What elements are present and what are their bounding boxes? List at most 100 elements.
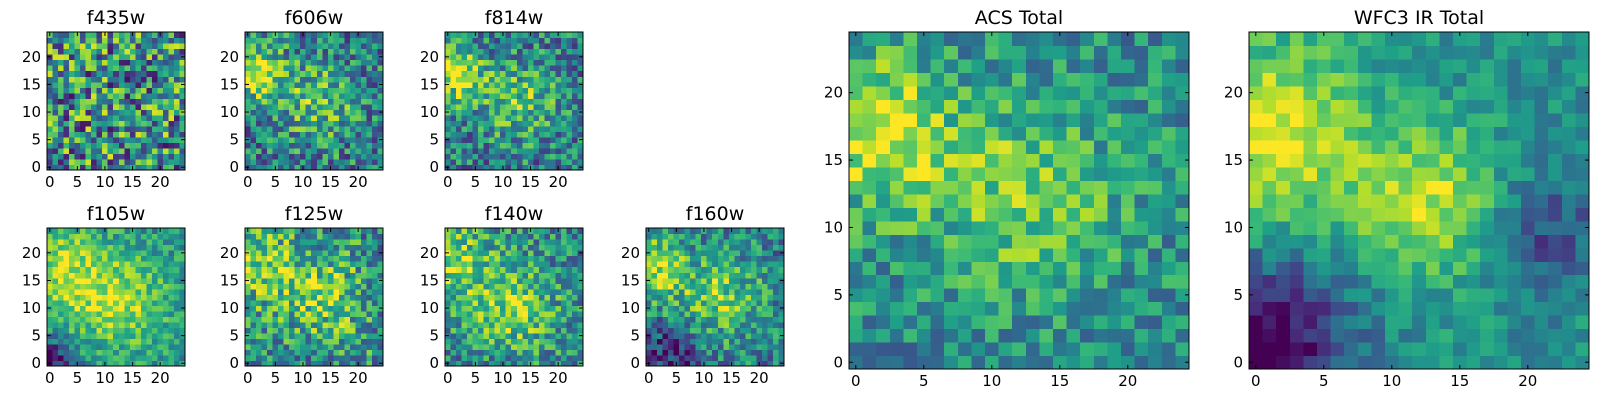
heatmap-cell — [146, 43, 153, 50]
heatmap-cell — [118, 109, 125, 116]
heatmap-cell — [96, 92, 103, 99]
heatmap-cell — [294, 54, 301, 61]
heatmap-cell — [679, 272, 686, 279]
heatmap-cell — [168, 54, 175, 61]
heatmap-cell — [91, 299, 98, 306]
heatmap-cell — [489, 142, 496, 149]
heatmap-cell — [673, 349, 680, 356]
heatmap-cell — [472, 310, 479, 317]
heatmap-cell — [140, 283, 147, 290]
heatmap-cell — [761, 354, 769, 362]
heatmap-cell — [85, 136, 92, 143]
heatmap-cell — [560, 228, 568, 235]
heatmap-cell — [483, 233, 490, 240]
heatmap-cell — [107, 288, 114, 295]
y-tick-label: 10 — [420, 103, 439, 121]
heatmap-cell — [135, 343, 142, 351]
heatmap-cell — [494, 310, 501, 317]
heatmap-cell — [52, 349, 59, 356]
heatmap-cell — [555, 321, 562, 328]
heatmap-cell — [58, 37, 65, 44]
heatmap-cell — [1080, 234, 1095, 249]
heatmap-cell — [876, 193, 891, 208]
heatmap-cell — [1012, 315, 1027, 330]
heatmap-cell — [1107, 274, 1122, 289]
heatmap-cell — [107, 354, 114, 362]
heatmap-cell — [577, 255, 584, 262]
heatmap-cell — [316, 92, 323, 99]
heatmap-cell — [151, 305, 158, 312]
heatmap-cell — [146, 332, 153, 339]
heatmap-cell — [305, 54, 312, 61]
heatmap-cell — [560, 332, 568, 339]
heatmap-cell — [91, 87, 98, 94]
heatmap-cell — [168, 142, 175, 149]
heatmap-cell — [450, 131, 457, 138]
heatmap-cell — [734, 233, 741, 240]
heatmap-cell — [140, 360, 147, 367]
heatmap-cell — [113, 92, 120, 99]
heatmap-cell — [549, 54, 556, 61]
heatmap-cell — [483, 277, 490, 284]
heatmap-cell — [549, 158, 556, 166]
heatmap-cell — [135, 98, 142, 105]
x-tick-label: 15 — [123, 173, 142, 191]
heatmap-cell — [344, 147, 351, 155]
heatmap-cell — [456, 153, 463, 160]
heatmap-cell — [107, 305, 114, 312]
heatmap-cell — [377, 153, 384, 160]
heatmap-cell — [344, 43, 351, 50]
heatmap-cell — [461, 142, 468, 149]
heatmap-cell — [355, 272, 362, 279]
heatmap-cell — [91, 266, 98, 273]
heatmap-cell — [85, 327, 92, 334]
heatmap-cell — [734, 244, 741, 251]
heatmap-cell — [162, 310, 170, 317]
heatmap-cell — [745, 349, 752, 356]
heatmap-cell — [52, 54, 59, 61]
heatmap-cell — [261, 136, 268, 143]
heatmap-cell — [261, 283, 268, 290]
heatmap-cell — [483, 305, 490, 312]
heatmap-cell — [516, 92, 523, 99]
heatmap-cell — [80, 59, 87, 66]
heatmap-cell — [728, 305, 735, 312]
heatmap-cell — [903, 355, 918, 370]
heatmap-cell — [316, 147, 323, 155]
heatmap-cell — [157, 70, 164, 77]
heatmap-cell — [489, 153, 496, 160]
heatmap-cell — [162, 81, 170, 88]
heatmap-cell — [80, 239, 87, 246]
heatmap-cell — [162, 305, 170, 312]
y-tick-label: 15 — [220, 75, 239, 93]
heatmap-cell — [701, 288, 708, 295]
x-tick-label: 15 — [123, 369, 142, 387]
heatmap-cell — [679, 288, 686, 295]
heatmap-cell — [483, 48, 490, 55]
heatmap-cell — [717, 327, 724, 334]
heatmap-cell — [360, 158, 368, 166]
heatmap-cell — [91, 142, 98, 149]
heatmap-cell — [500, 283, 507, 290]
heatmap-cell — [283, 125, 290, 132]
heatmap-cell — [745, 327, 752, 334]
heatmap-cell — [349, 327, 356, 334]
heatmap-cell — [862, 207, 877, 222]
heatmap-cell — [544, 54, 551, 61]
heatmap-cell — [129, 87, 136, 94]
heatmap-cell — [478, 343, 485, 351]
heatmap-cell — [538, 37, 545, 44]
heatmap-cell — [322, 239, 329, 246]
heatmap-cell — [294, 125, 301, 132]
heatmap-cell — [316, 321, 323, 328]
heatmap-cell — [96, 87, 103, 94]
heatmap-cell — [74, 81, 81, 88]
heatmap-cell — [445, 59, 452, 66]
heatmap-cell — [349, 255, 356, 262]
heatmap-cell — [272, 310, 279, 317]
heatmap-cell — [91, 54, 98, 61]
heatmap-cell — [294, 98, 301, 105]
heatmap-cell — [360, 349, 368, 356]
heatmap-cell — [344, 299, 351, 306]
heatmap-cell — [316, 125, 323, 132]
